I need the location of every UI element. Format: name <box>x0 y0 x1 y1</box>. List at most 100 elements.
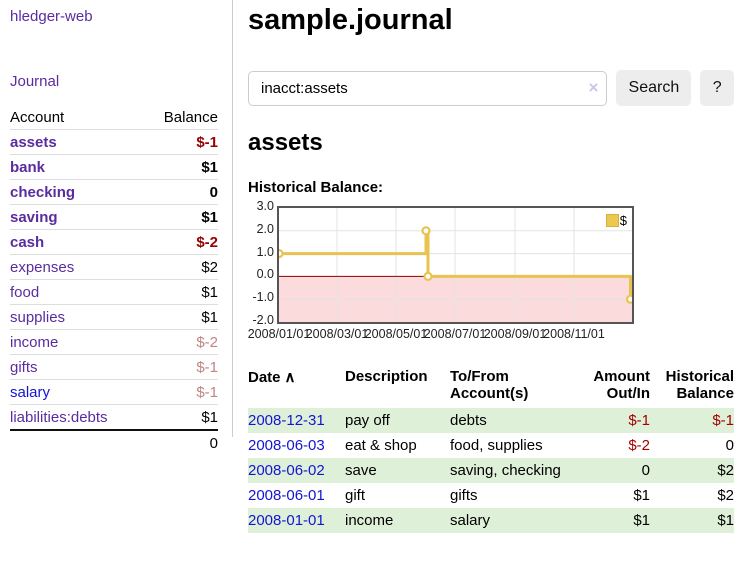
register-row: 2008-01-01 income salary $1 $1 <box>248 508 734 533</box>
account-balance: $1 <box>143 279 218 305</box>
transaction-date-link[interactable]: 2008-06-01 <box>248 487 325 504</box>
account-balance: $1 <box>143 204 218 230</box>
account-balance: $-1 <box>143 379 218 405</box>
transaction-amount: $1 <box>633 512 650 529</box>
account-row: gifts $-1 <box>10 354 218 380</box>
chart-plot-area: $ <box>274 206 636 324</box>
transaction-balance: $1 <box>717 512 734 529</box>
sidebar: hledger-web Journal Account Balance asse… <box>0 0 233 455</box>
accounts-total-row: 0 <box>10 429 218 455</box>
accounts-total: 0 <box>143 429 218 455</box>
transaction-date-link[interactable]: 2008-06-02 <box>248 462 325 479</box>
x-tick: 2008/01/01 <box>247 327 311 341</box>
transaction-description: save <box>345 462 377 479</box>
clear-search-icon[interactable]: × <box>588 77 599 97</box>
account-row: food $1 <box>10 279 218 305</box>
account-link-income[interactable]: income <box>10 333 59 351</box>
account-link-gifts[interactable]: gifts <box>10 358 38 376</box>
transaction-balance: 0 <box>725 437 734 454</box>
account-link-expenses[interactable]: expenses <box>10 258 75 276</box>
account-balance: $2 <box>143 254 218 280</box>
app-title-link[interactable]: hledger-web <box>10 8 93 25</box>
account-balance: $-2 <box>143 329 218 355</box>
account-balance: $1 <box>143 154 218 180</box>
register-row: 2008-12-31 pay off debts $-1 $-1 <box>248 408 734 433</box>
main-content: sample.journal × Search ? assets Histori… <box>248 0 734 533</box>
x-tick: 2008/05/01 <box>364 327 428 341</box>
account-row: income $-2 <box>10 329 218 355</box>
y-tick: 2.0 <box>256 222 274 236</box>
account-row: supplies $1 <box>10 304 218 330</box>
account-link-bank[interactable]: bank <box>10 158 46 176</box>
account-link-saving[interactable]: saving <box>10 208 58 226</box>
transaction-amount: 0 <box>641 462 650 479</box>
search-button[interactable]: Search <box>616 70 692 106</box>
account-link-salary[interactable]: salary <box>10 383 51 401</box>
col-header-accounts: To/From Account(s) <box>450 368 529 402</box>
y-tick: -1.0 <box>252 290 274 304</box>
account-row: assets $-1 <box>10 129 218 155</box>
x-tick: 2008/09/01 <box>483 327 547 341</box>
account-balance: 0 <box>143 179 218 205</box>
sidebar-item-journal[interactable]: Journal <box>10 73 60 90</box>
account-link-food[interactable]: food <box>10 283 40 301</box>
search-input[interactable] <box>248 70 608 106</box>
transaction-date-link[interactable]: 2008-12-31 <box>248 412 325 429</box>
legend-label: $ <box>619 213 627 228</box>
x-tick: 2008/07/01 <box>423 327 487 341</box>
account-row: checking 0 <box>10 179 218 205</box>
register-header-row: Date ∧ Description To/From Account(s) Amo… <box>248 366 734 408</box>
col-header-balance: Historical Balance <box>665 368 734 402</box>
register-row: 2008-06-02 save saving, checking 0 $2 <box>248 458 734 483</box>
help-button[interactable]: ? <box>700 70 734 106</box>
transaction-accounts: salary <box>450 512 491 529</box>
account-row: liabilities:debts $1 <box>10 404 218 431</box>
register-row: 2008-06-01 gift gifts $1 $2 <box>248 483 734 508</box>
transaction-description: eat & shop <box>345 437 417 454</box>
transaction-amount: $-2 <box>628 437 650 454</box>
transaction-accounts: gifts <box>450 487 478 504</box>
register-table: Date ∧ Description To/From Account(s) Amo… <box>248 366 734 533</box>
account-balance: $-2 <box>143 229 218 255</box>
transaction-accounts: debts <box>450 412 487 429</box>
chart-legend: $ <box>605 213 627 228</box>
transaction-description: income <box>345 512 394 529</box>
transaction-date-link[interactable]: 2008-06-03 <box>248 437 325 454</box>
register-row: 2008-06-03 eat & shop food, supplies $-2… <box>248 433 734 458</box>
legend-swatch-icon <box>605 214 619 227</box>
account-balance: $1 <box>143 304 218 330</box>
account-row: salary $-1 <box>10 379 218 405</box>
transaction-balance: $-1 <box>712 412 734 429</box>
col-header-date[interactable]: Date ∧ <box>248 369 296 386</box>
account-link-liabilities-debts[interactable]: liabilities:debts <box>10 408 108 426</box>
account-link-supplies[interactable]: supplies <box>10 308 66 326</box>
transaction-date-link[interactable]: 2008-01-01 <box>248 512 325 529</box>
account-row: saving $1 <box>10 204 218 230</box>
accounts-col-account: Account <box>10 105 144 130</box>
transaction-amount: $1 <box>633 487 650 504</box>
y-tick: -2.0 <box>252 313 274 327</box>
accounts-col-balance: Balance <box>143 105 218 130</box>
account-balance: $-1 <box>143 354 218 380</box>
x-tick: 2008/11/01 <box>543 327 605 341</box>
col-header-amount: Amount Out/In <box>593 368 650 402</box>
transaction-accounts: saving, checking <box>450 462 561 479</box>
historical-balance-chart: 3.0 2.0 1.0 0.0 -1.0 -2.0 <box>247 199 734 342</box>
transaction-balance: $2 <box>717 462 734 479</box>
account-row: expenses $2 <box>10 254 218 280</box>
account-row: bank $1 <box>10 154 218 180</box>
account-balance: $-1 <box>143 129 218 155</box>
sort-asc-icon: ∧ <box>284 369 296 386</box>
y-tick: 3.0 <box>256 199 274 213</box>
x-tick: 2008/03/01 <box>305 327 369 341</box>
col-header-description: Description <box>345 368 428 385</box>
transaction-description: pay off <box>345 412 390 429</box>
search-box: × <box>248 70 608 106</box>
account-link-cash[interactable]: cash <box>10 233 45 251</box>
transaction-accounts: food, supplies <box>450 437 543 454</box>
y-tick: 0.0 <box>256 267 274 281</box>
account-link-checking[interactable]: checking <box>10 183 76 201</box>
account-link-assets[interactable]: assets <box>10 133 57 151</box>
search-row: × Search ? <box>248 70 734 106</box>
chart-canvas <box>274 208 636 322</box>
